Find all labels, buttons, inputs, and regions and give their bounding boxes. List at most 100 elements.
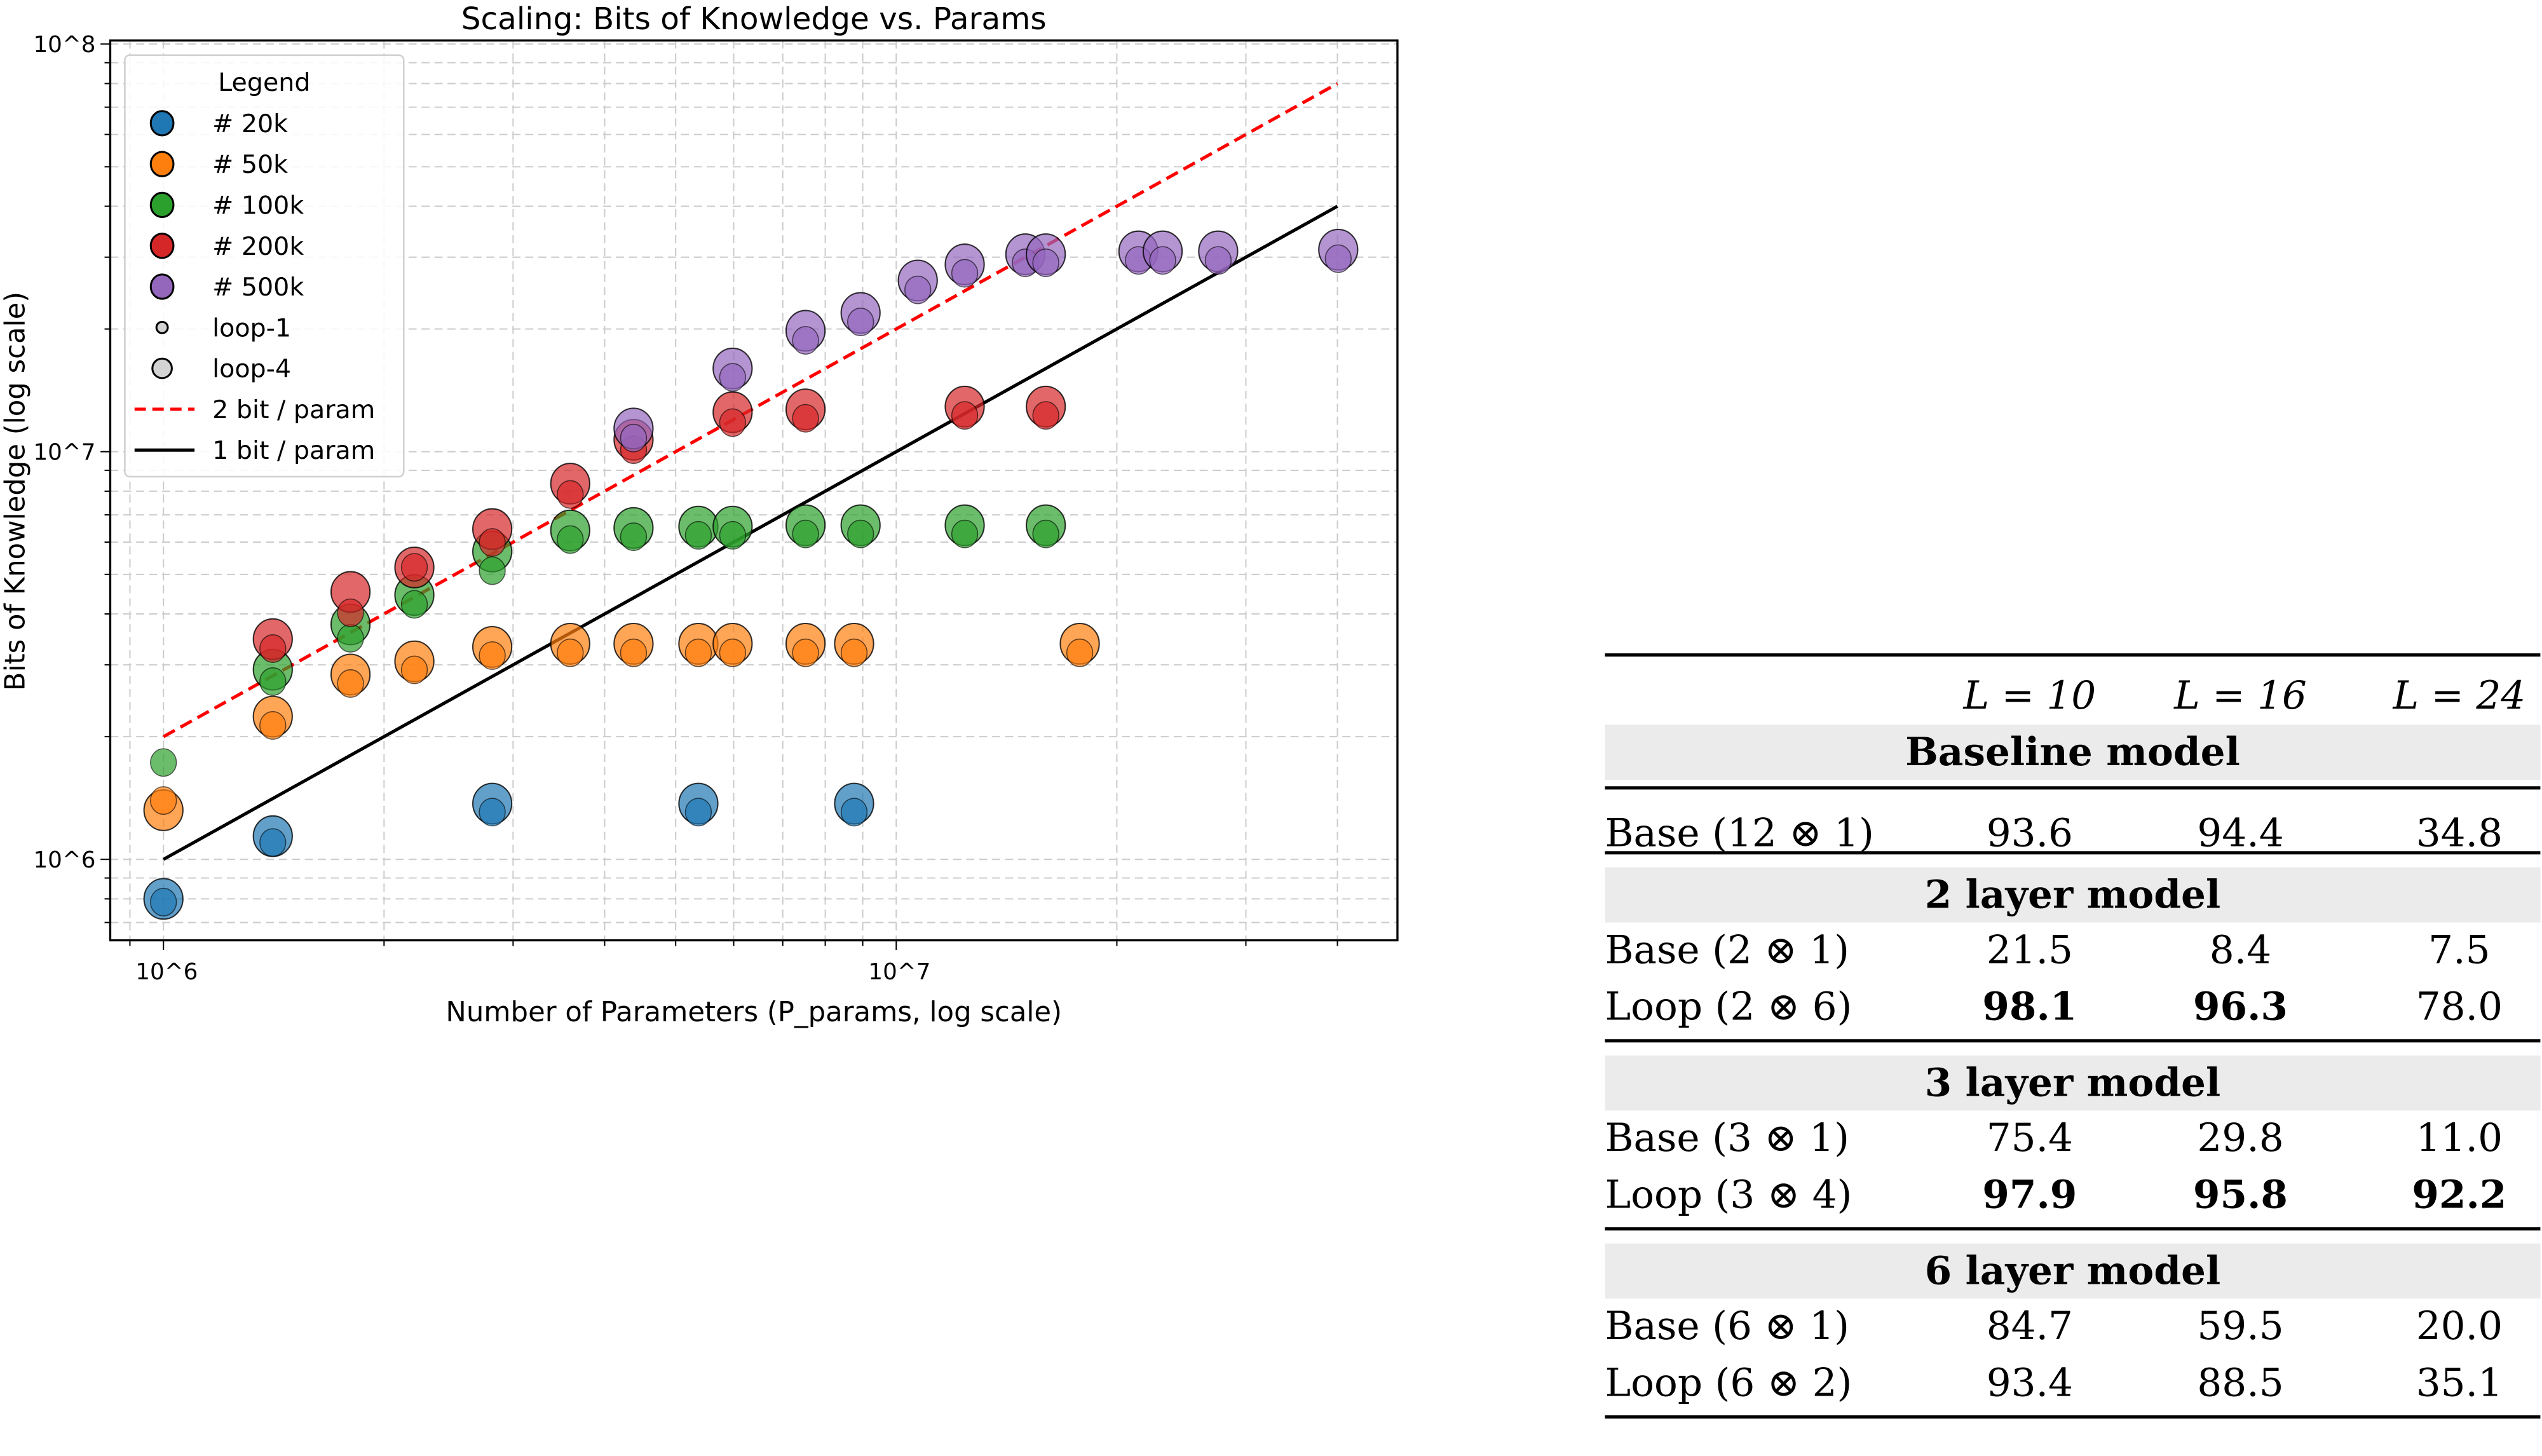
point-200k-loop-1 xyxy=(337,598,364,627)
point-100k-loop-1 xyxy=(847,519,874,548)
legend-marker-loop-1 xyxy=(155,320,169,334)
legend-loop-4-label: loop-4 xyxy=(212,355,291,384)
point-50k-loop-1 xyxy=(479,641,506,670)
row-label: Base (2 ⊗ 1) xyxy=(1605,927,1850,973)
row-label: Base (6 ⊗ 1) xyxy=(1605,1303,1850,1349)
legend-title: Legend xyxy=(218,68,310,97)
point-20k-loop-1 xyxy=(840,798,868,827)
point-500k-loop-1 xyxy=(1204,246,1232,275)
table-cell: 95.8 xyxy=(2192,1170,2288,1218)
point-100k-loop-1 xyxy=(479,556,506,585)
point-100k-loop-1 xyxy=(951,519,979,548)
table-row: Base (3 ⊗ 1) 75.4 29.8 11.0 xyxy=(1605,1110,2540,1166)
table-cell: 11.0 xyxy=(2416,1115,2503,1161)
legend-marker-200k xyxy=(149,233,175,259)
legend-marker-loop-4 xyxy=(151,357,173,379)
y-axis-label: Bits of Knowledge (log scale) xyxy=(0,292,31,691)
table-cell: 75.4 xyxy=(1986,1115,2074,1161)
table-cell: 59.5 xyxy=(2197,1303,2284,1349)
table-row: Loop (6 ⊗ 2) 93.4 88.5 35.1 xyxy=(1605,1356,2540,1411)
table-cell: 84.7 xyxy=(1986,1303,2074,1349)
table-row: Loop (2 ⊗ 6) 98.1 96.3 78.0 xyxy=(1605,979,2540,1035)
table-cell: 78.0 xyxy=(2416,984,2503,1030)
row-label: Loop (2 ⊗ 6) xyxy=(1605,984,1852,1030)
point-500k-loop-1 xyxy=(719,363,746,392)
table-cell: 21.5 xyxy=(1986,927,2074,973)
legend-500k-label: # 500k xyxy=(212,273,304,302)
table-cell: 20.0 xyxy=(2416,1303,2503,1349)
point-50k-loop-1 xyxy=(337,669,364,698)
point-500k-loop-1 xyxy=(904,275,932,304)
point-100k-loop-1 xyxy=(337,623,364,653)
row-label: Base (12 ⊗ 1) xyxy=(1605,810,1874,856)
point-500k-loop-1 xyxy=(951,259,979,288)
point-100k-loop-1 xyxy=(684,520,712,550)
legend-box xyxy=(124,54,405,478)
table-cell: 88.5 xyxy=(2197,1360,2284,1406)
point-50k-loop-1 xyxy=(719,638,746,667)
table-cell: 92.2 xyxy=(2412,1170,2507,1218)
point-50k-loop-1 xyxy=(1066,638,1094,667)
point-100k-loop-1 xyxy=(557,525,584,554)
point-50k-loop-1 xyxy=(684,638,712,667)
legend-line-1-bit-label: 1 bit / param xyxy=(212,436,375,465)
point-20k-loop-1 xyxy=(684,798,712,827)
column-header: L = 10 xyxy=(1963,672,2097,719)
section-header: 6 layer model xyxy=(1605,1243,2541,1299)
y-tick-label: 10^8 xyxy=(33,32,95,58)
row-label: Loop (3 ⊗ 4) xyxy=(1605,1172,1852,1218)
table-cell: 93.4 xyxy=(1986,1360,2074,1406)
table-cell: 98.1 xyxy=(1982,982,2077,1030)
point-100k-loop-1 xyxy=(150,748,177,777)
legend-100k-label: # 100k xyxy=(212,191,304,220)
point-200k-loop-1 xyxy=(951,401,979,430)
section-rule xyxy=(1605,1227,2541,1232)
point-200k-loop-1 xyxy=(1032,401,1059,430)
legend-20k-label: # 20k xyxy=(212,109,288,139)
point-50k-loop-1 xyxy=(792,638,819,667)
point-50k-loop-1 xyxy=(620,638,648,667)
legend-marker-500k xyxy=(149,273,175,300)
point-50k-loop-1 xyxy=(259,711,287,740)
legend-loop-1-label: loop-1 xyxy=(212,313,291,343)
table-cell: 96.3 xyxy=(2192,982,2288,1030)
point-500k-loop-1 xyxy=(792,326,819,355)
point-500k-loop-1 xyxy=(1149,246,1176,275)
table-cell: 7.5 xyxy=(2428,927,2491,973)
legend-line-2-bit-label: 2 bit / param xyxy=(212,395,375,425)
table-cell: 35.1 xyxy=(2416,1360,2503,1406)
section-header: 3 layer model xyxy=(1605,1055,2541,1111)
data-points xyxy=(143,228,1359,920)
point-20k-loop-1 xyxy=(150,888,177,916)
section-rule xyxy=(1605,851,2541,855)
legend-50k-label: # 50k xyxy=(212,150,288,179)
point-500k-loop-1 xyxy=(620,423,648,452)
column-header: L = 16 xyxy=(2174,672,2307,719)
legend: Legend # 20k # 50k # 100k # 200k # 500k loop-1… xyxy=(124,54,405,478)
table-header-row: L = 10 L = 16 L = 24 xyxy=(1605,668,2540,723)
section-rule xyxy=(1605,1039,2541,1044)
point-50k-loop-1 xyxy=(150,786,177,815)
point-200k-loop-1 xyxy=(259,634,287,663)
x-tick-label: 10^6 xyxy=(135,959,198,985)
table-cell: 94.4 xyxy=(2197,810,2284,856)
point-200k-loop-1 xyxy=(400,553,428,582)
chart-title: Scaling: Bits of Knowledge vs. Params xyxy=(461,1,1047,37)
table-cell: 97.9 xyxy=(1982,1170,2077,1218)
point-100k-loop-1 xyxy=(400,590,428,619)
table-row: Base (12 ⊗ 1) 93.6 94.4 34.8 xyxy=(1605,806,2540,861)
row-label: Loop (6 ⊗ 2) xyxy=(1605,1360,1852,1406)
point-200k-loop-1 xyxy=(557,480,584,509)
legend-200k-label: # 200k xyxy=(212,232,304,261)
legend-marker-50k xyxy=(149,151,175,177)
point-50k-loop-1 xyxy=(557,638,584,667)
x-tick-label: 10^7 xyxy=(868,959,930,985)
point-100k-loop-1 xyxy=(620,522,648,552)
y-tick-label: 10^6 xyxy=(33,847,95,873)
legend-marker-20k xyxy=(149,110,175,137)
axis-ticks: 10^6 10^7 10^6 10^7 10^8 xyxy=(33,32,1338,985)
point-500k-loop-1 xyxy=(1324,244,1352,273)
legend-marker-100k xyxy=(149,191,175,219)
point-100k-loop-1 xyxy=(259,667,287,696)
